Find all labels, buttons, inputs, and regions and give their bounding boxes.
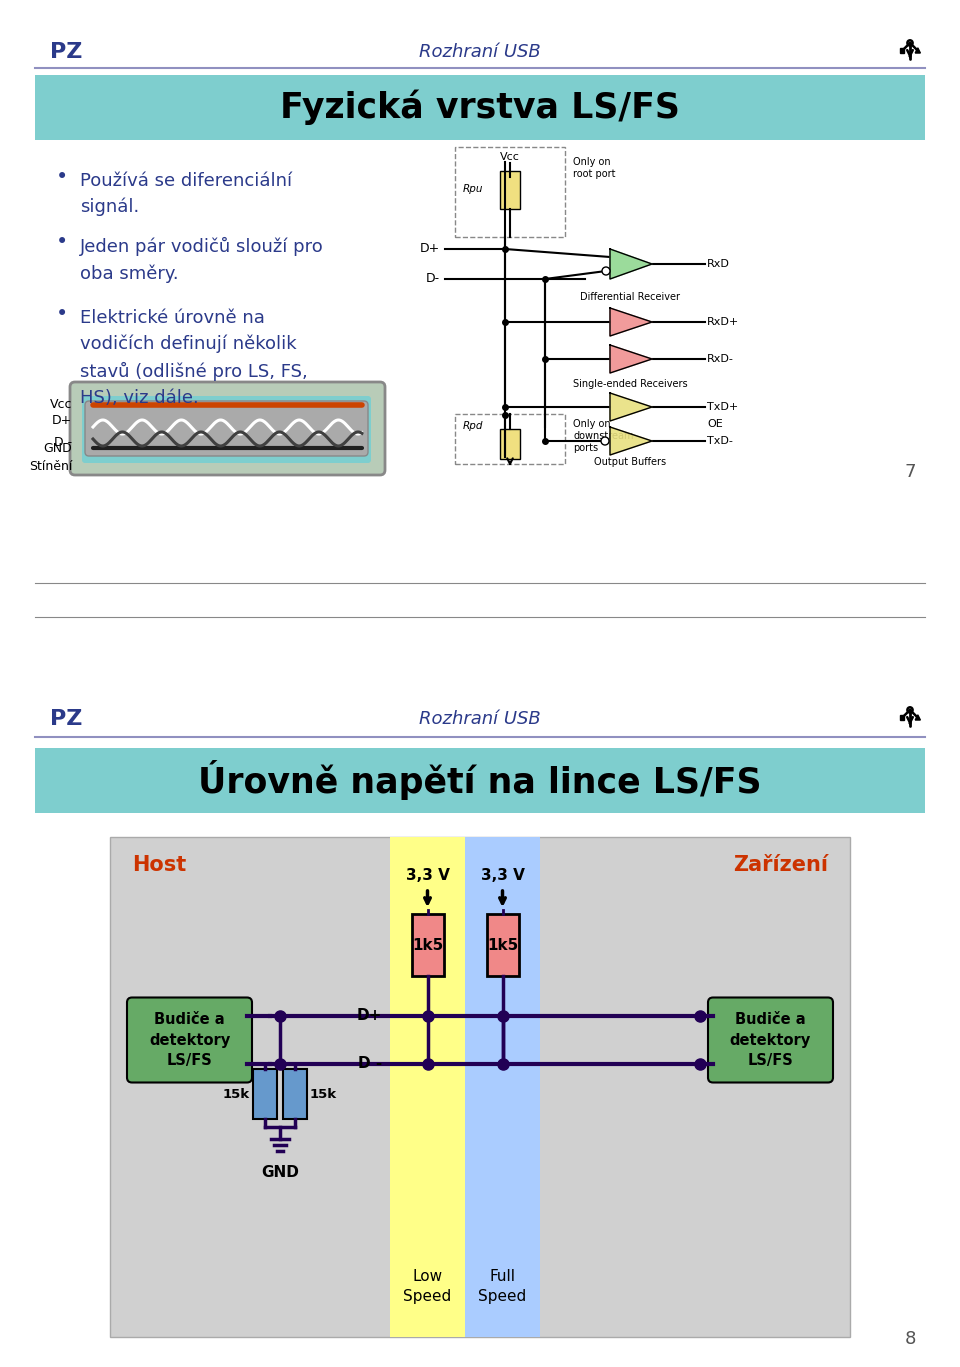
Text: D+: D+ <box>356 1009 382 1024</box>
Bar <box>412 915 444 976</box>
Polygon shape <box>610 392 652 421</box>
Bar <box>465 837 540 1337</box>
Text: Only on: Only on <box>573 157 611 167</box>
Text: Full
Speed: Full Speed <box>478 1269 527 1304</box>
Text: RxD+: RxD+ <box>707 317 739 327</box>
Text: Zařízení: Zařízení <box>733 854 828 875</box>
Bar <box>35 75 925 139</box>
Text: OE: OE <box>707 420 723 429</box>
Bar <box>900 48 904 53</box>
Text: TxD-: TxD- <box>707 436 732 446</box>
Text: 3,3 V: 3,3 V <box>481 868 524 883</box>
Text: 1k5: 1k5 <box>412 938 444 953</box>
Text: TxD+: TxD+ <box>707 402 738 411</box>
FancyBboxPatch shape <box>708 998 833 1083</box>
Text: •: • <box>56 167 68 187</box>
Bar <box>455 148 565 236</box>
Bar <box>500 429 520 459</box>
Text: 15k: 15k <box>223 1088 250 1100</box>
Text: Úrovně napětí na lince LS/FS: Úrovně napětí na lince LS/FS <box>199 760 761 801</box>
Text: Budiče a
detektory
LS/FS: Budiče a detektory LS/FS <box>730 1012 811 1069</box>
Text: GND: GND <box>261 1165 299 1180</box>
Text: Stínění: Stínění <box>29 459 72 473</box>
Text: 8: 8 <box>904 1330 916 1348</box>
Text: ports: ports <box>573 443 598 452</box>
Bar <box>487 915 518 976</box>
Bar <box>283 1069 307 1120</box>
Text: GND: GND <box>43 442 72 454</box>
Text: Rpd: Rpd <box>463 421 484 431</box>
Text: D+: D+ <box>420 242 440 256</box>
Text: Output Buffers: Output Buffers <box>594 457 666 468</box>
Bar <box>110 837 850 1337</box>
Text: Vcc: Vcc <box>50 399 72 411</box>
FancyBboxPatch shape <box>127 998 252 1083</box>
Polygon shape <box>610 344 652 373</box>
FancyBboxPatch shape <box>85 401 368 457</box>
Text: PZ: PZ <box>50 709 83 729</box>
Text: D+: D+ <box>52 413 72 427</box>
Text: •: • <box>56 303 68 324</box>
Text: Fyzická vrstva LS/FS: Fyzická vrstva LS/FS <box>280 90 680 126</box>
Text: PZ: PZ <box>50 42 83 62</box>
Text: root port: root port <box>573 170 615 179</box>
Text: Rozhraní USB: Rozhraní USB <box>420 709 540 729</box>
Text: Host: Host <box>132 854 186 875</box>
Bar <box>253 1069 277 1120</box>
Polygon shape <box>610 427 652 455</box>
Text: Differential Receiver: Differential Receiver <box>580 293 680 302</box>
Polygon shape <box>610 308 652 336</box>
Text: downstream: downstream <box>573 431 634 442</box>
Text: D-: D- <box>426 272 440 286</box>
Text: Low
Speed: Low Speed <box>403 1269 451 1304</box>
FancyBboxPatch shape <box>70 381 385 474</box>
Bar <box>390 837 465 1337</box>
Text: Budiče a
detektory
LS/FS: Budiče a detektory LS/FS <box>149 1012 230 1069</box>
FancyBboxPatch shape <box>82 396 371 463</box>
Text: Jeden pár vodičů slouží pro
oba směry.: Jeden pár vodičů slouží pro oba směry. <box>80 236 324 283</box>
Text: Elektrické úrovně na
vodičích definují několik
stavů (odlišné pro LS, FS,
HS), v: Elektrické úrovně na vodičích definují n… <box>80 309 308 406</box>
Polygon shape <box>610 249 652 279</box>
Text: •: • <box>56 232 68 252</box>
Text: 1k5: 1k5 <box>487 938 518 953</box>
Text: 15k: 15k <box>310 1088 337 1100</box>
Text: Používá se diferenciální
signál.: Používá se diferenciální signál. <box>80 172 292 216</box>
Text: Only on: Only on <box>573 420 611 429</box>
Bar <box>500 171 520 209</box>
Text: Rpu: Rpu <box>463 185 484 194</box>
Text: D -: D - <box>358 1057 382 1072</box>
Text: 7: 7 <box>904 463 916 481</box>
Text: RxD-: RxD- <box>707 354 733 364</box>
Circle shape <box>601 437 609 446</box>
Circle shape <box>602 267 610 275</box>
Bar <box>900 715 904 720</box>
Bar <box>35 748 925 813</box>
Text: RxD: RxD <box>707 258 730 269</box>
Polygon shape <box>915 48 921 53</box>
Bar <box>455 414 565 463</box>
Text: D -: D - <box>54 436 72 448</box>
Polygon shape <box>915 715 921 720</box>
Text: Vcc: Vcc <box>500 152 520 163</box>
Text: Single-ended Receivers: Single-ended Receivers <box>573 379 687 390</box>
Text: 3,3 V: 3,3 V <box>405 868 449 883</box>
Text: Rozhraní USB: Rozhraní USB <box>420 42 540 62</box>
